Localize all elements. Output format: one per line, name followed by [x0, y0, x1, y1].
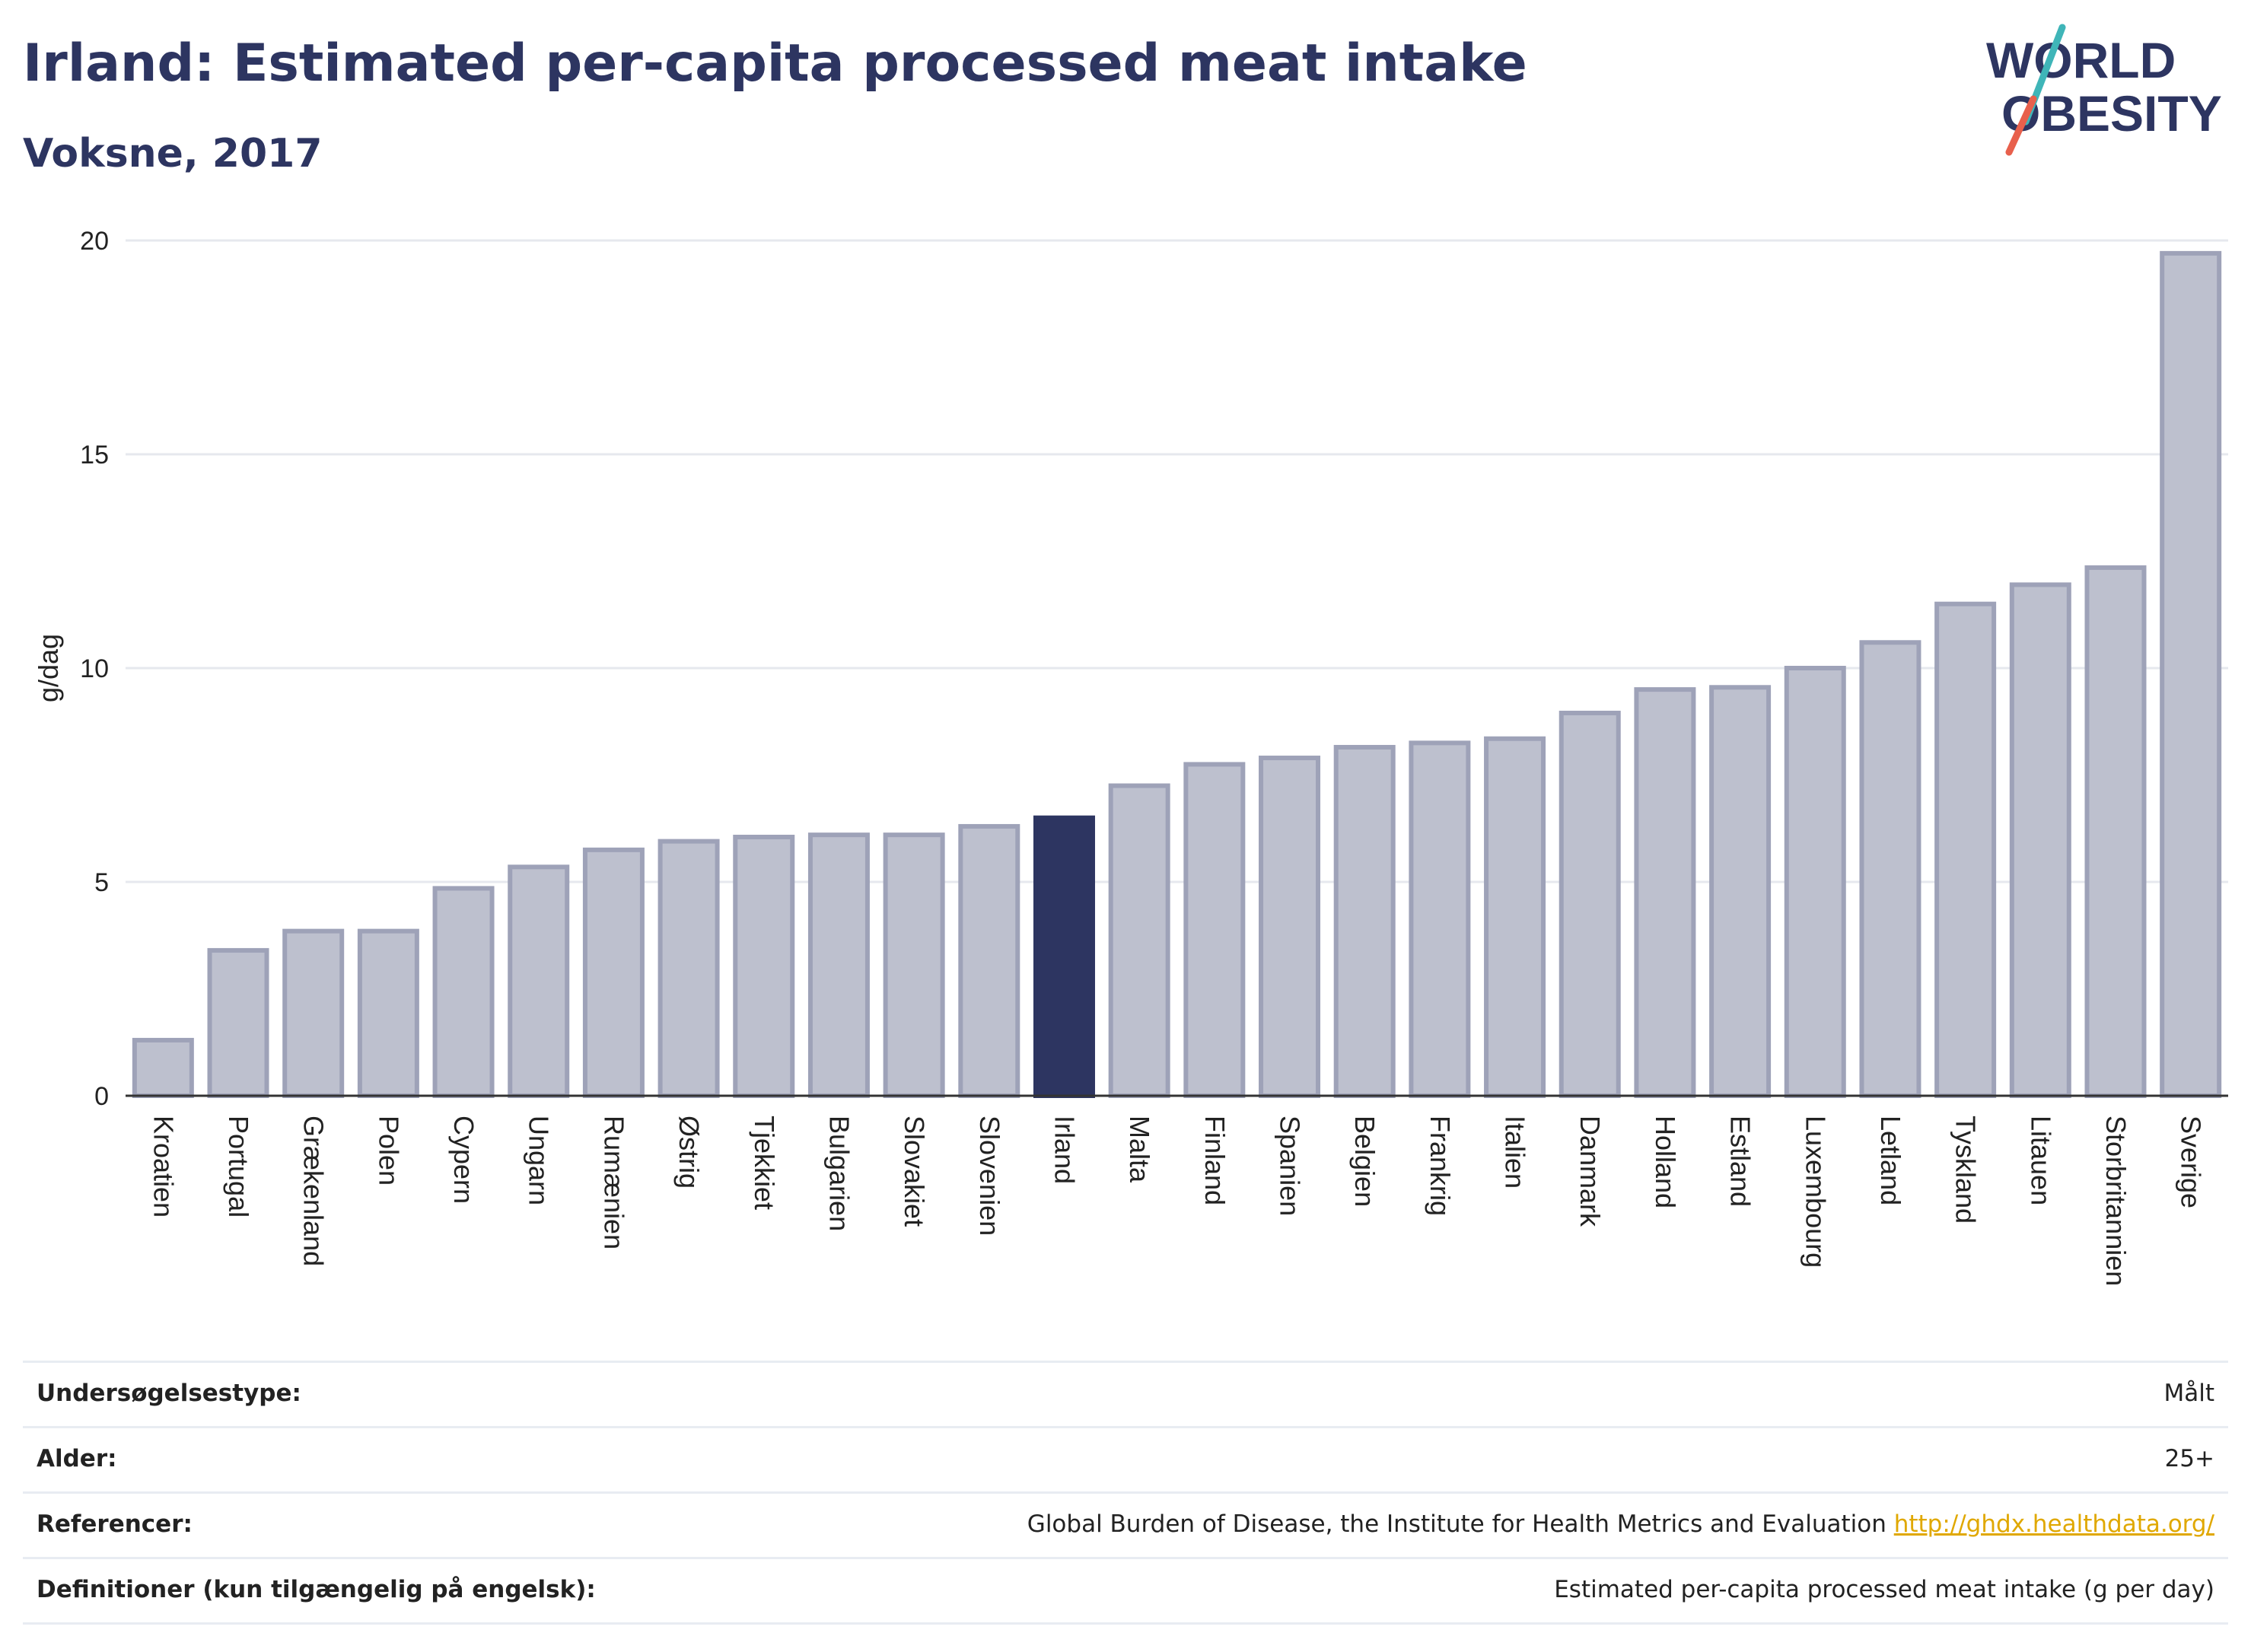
bar-highlight [1033, 815, 1095, 1098]
info-value: Estimated per-capita processed meat inta… [1554, 1576, 2214, 1603]
x-tick-label: Irland [1049, 1116, 1080, 1184]
x-tick-label: Slovakiet [899, 1116, 930, 1227]
x-tick-label: Slovenien [974, 1116, 1005, 1236]
x-tick-label: Luxembourg [1800, 1116, 1831, 1268]
x-tick-label: Danmark [1574, 1116, 1606, 1227]
bar [1559, 711, 1621, 1098]
x-tick-label: Portugal [223, 1116, 254, 1218]
bar [1183, 762, 1246, 1098]
x-tick-label: Grækenland [298, 1116, 330, 1266]
info-label: Undersøgelsestype: [37, 1380, 301, 1407]
x-tick-label: Polen [373, 1116, 404, 1186]
bar [1859, 640, 1921, 1098]
x-tick-label: Italien [1500, 1116, 1531, 1189]
bar [1108, 783, 1170, 1099]
bar [357, 928, 419, 1098]
info-value: Målt [2163, 1380, 2214, 1407]
x-tick-label: Finland [1199, 1116, 1231, 1205]
bar [1634, 687, 1696, 1098]
y-axis-label: g/dag [33, 634, 64, 702]
x-tick-label: Storbritannien [2100, 1116, 2132, 1286]
bar [207, 947, 269, 1099]
bar [807, 832, 870, 1099]
bar [1333, 744, 1396, 1098]
bar [1259, 756, 1321, 1099]
x-tick-label: Rumænien [598, 1116, 629, 1249]
logo-line-world: WORLD [1986, 32, 2176, 88]
y-tick-label: 5 [94, 868, 109, 897]
bar [1484, 736, 1546, 1098]
info-label: Referencer: [37, 1510, 193, 1538]
x-tick-label: Sverige [2176, 1116, 2207, 1208]
bar [432, 886, 495, 1099]
x-tick-label: Letland [1875, 1116, 1906, 1205]
bar [2009, 582, 2071, 1098]
bar [1934, 601, 1997, 1098]
bar [1409, 740, 1471, 1098]
info-value: 25+ [2164, 1445, 2214, 1472]
y-tick-label: 0 [94, 1082, 109, 1111]
info-table: Undersøgelsestype: Målt Alder: 25+ Refer… [23, 1361, 2228, 1625]
x-tick-label: Kroatien [148, 1116, 179, 1218]
x-tick-label: Belgien [1349, 1116, 1380, 1207]
x-tick-label: Holland [1650, 1116, 1681, 1208]
bars [132, 250, 2222, 1099]
bar [2160, 250, 2222, 1098]
bar [1784, 666, 1846, 1098]
bar [508, 864, 570, 1098]
info-row-references: Referencer: Global Burden of Disease, th… [23, 1491, 2228, 1557]
x-tick-label: Cypern [448, 1116, 479, 1204]
bar [1709, 685, 1772, 1098]
bar [733, 834, 795, 1098]
x-tick-label: Østrig [673, 1116, 705, 1189]
y-tick-label: 10 [80, 654, 109, 683]
x-tick-label: Estland [1725, 1116, 1756, 1207]
logo-slash-red [2005, 95, 2037, 156]
reference-link[interactable]: http://ghdx.healthdata.org/ [1893, 1510, 2214, 1538]
reference-text: Global Burden of Disease, the Institute … [1027, 1510, 1886, 1538]
info-row-age: Alder: 25+ [23, 1426, 2228, 1491]
x-tick-label: Bulgarien [823, 1116, 855, 1231]
x-tick-label: Tjekkiet [749, 1116, 780, 1210]
axes: 0 5 10 15 20 Kroatien Portugal Grækenland Polen C… [80, 227, 2228, 1286]
bar [657, 839, 720, 1098]
bar [132, 1037, 194, 1098]
bar [883, 832, 945, 1099]
info-row-definitions: Definitioner (kun tilgængelig på engelsk… [23, 1557, 2228, 1625]
x-tick-label: Frankrig [1425, 1116, 1456, 1216]
y-tick-label: 20 [80, 227, 109, 256]
x-tick-label: Spanien [1275, 1116, 1306, 1216]
info-value: Global Burden of Disease, the Institute … [1027, 1510, 2214, 1538]
y-tick-label: 15 [80, 441, 109, 469]
bar [958, 823, 1020, 1098]
x-tick-label: Litauen [2025, 1116, 2056, 1205]
info-label: Definitioner (kun tilgængelig på engelsk… [37, 1576, 596, 1603]
info-label: Alder: [37, 1445, 117, 1472]
x-tick-label: Ungarn [524, 1116, 555, 1205]
chart-title: Irland: Estimated per-capita processed m… [23, 33, 1527, 94]
x-tick-label: Malta [1124, 1116, 1155, 1183]
chart-subtitle: Voksne, 2017 [23, 131, 323, 177]
bar-chart: 0 5 10 15 20 Kroatien Portugal Grækenland Polen C… [33, 227, 2228, 1286]
bar [282, 928, 345, 1098]
bar [2084, 565, 2147, 1098]
info-row-survey-type: Undersøgelsestype: Målt [23, 1361, 2228, 1426]
bar [582, 847, 645, 1098]
world-obesity-logo: WORLD OBESITY [1986, 24, 2222, 156]
x-tick-label: Tyskland [1950, 1116, 1982, 1224]
